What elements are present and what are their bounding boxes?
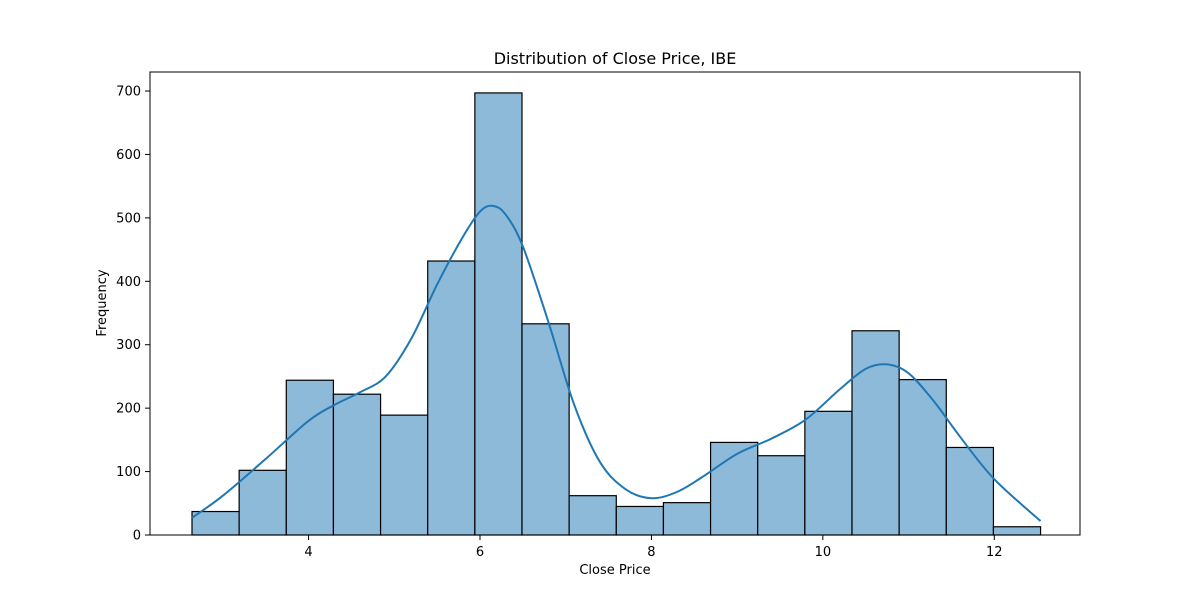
histogram-bar — [568, 495, 617, 536]
histogram-bar — [945, 446, 995, 536]
histogram-bar — [427, 260, 476, 536]
histogram-bar — [285, 379, 335, 536]
x-tick-label: 12 — [986, 545, 1003, 560]
y-tick-label: 400 — [116, 275, 141, 290]
x-axis-title: Close Price — [579, 563, 650, 578]
y-tick-label: 700 — [116, 85, 141, 100]
y-axis: 0 100 200 300 400 500 600 700 — [116, 85, 150, 544]
x-tick-label: 4 — [304, 545, 312, 560]
histogram-bar — [238, 469, 287, 536]
histogram-bar — [898, 379, 947, 536]
y-tick-label: 300 — [116, 338, 141, 353]
x-axis: 4 6 8 10 12 — [304, 535, 1003, 560]
y-tick-label: 200 — [116, 402, 141, 417]
histogram-bar — [757, 455, 806, 536]
y-tick-label: 600 — [116, 148, 141, 163]
histogram-bar — [379, 414, 429, 536]
histogram-bar — [521, 323, 570, 536]
histogram-bar — [474, 92, 523, 536]
histogram-bar — [662, 502, 712, 536]
y-tick-label: 500 — [116, 211, 141, 226]
y-tick-label: 100 — [116, 465, 141, 480]
histogram-bar — [992, 526, 1042, 536]
y-tick-label: 0 — [133, 529, 141, 544]
x-tick-label: 8 — [647, 545, 655, 560]
plot-frame — [149, 71, 1081, 536]
histogram-bar — [615, 505, 665, 536]
histogram-bar — [851, 330, 900, 536]
x-tick-label: 10 — [815, 545, 832, 560]
histogram-bar — [191, 510, 240, 536]
chart-title: Distribution of Close Price, IBE — [494, 49, 737, 68]
y-axis-title: Frequency — [95, 269, 110, 336]
kde-curve — [191, 204, 1042, 522]
x-tick-label: 6 — [476, 545, 484, 560]
histogram-bar — [804, 410, 853, 536]
histogram-bar — [709, 441, 759, 536]
histogram-bars — [191, 92, 1042, 536]
histogram-bar — [332, 393, 382, 536]
